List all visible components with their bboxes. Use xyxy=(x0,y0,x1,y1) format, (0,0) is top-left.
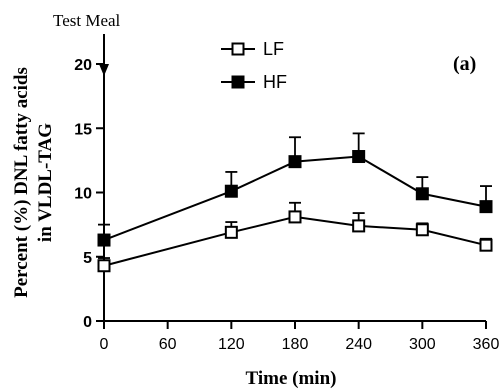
data-point xyxy=(224,184,238,198)
data-point xyxy=(415,223,429,237)
x-tick-label: 180 xyxy=(282,336,309,353)
legend-label: LF xyxy=(263,39,284,59)
data-point xyxy=(97,233,111,247)
data-point xyxy=(352,150,366,164)
data-point xyxy=(415,187,429,201)
test-meal-arrow-head xyxy=(99,64,109,76)
panel-label: (a) xyxy=(453,53,476,75)
data-point xyxy=(479,238,493,252)
x-tick-label: 240 xyxy=(345,336,372,353)
data-point xyxy=(352,219,366,233)
annotation-layer: Test Meal xyxy=(53,11,121,76)
legend-item-hf: HF xyxy=(221,72,287,92)
test-meal-annotation: Test Meal xyxy=(53,11,121,30)
x-tick-label: 60 xyxy=(159,336,177,353)
y-tick-label: 10 xyxy=(74,186,92,203)
y-tick-label: 5 xyxy=(83,250,92,267)
data-point xyxy=(288,155,302,169)
series-lf xyxy=(97,201,493,273)
y-tick-label: 0 xyxy=(83,314,92,331)
legend-marker xyxy=(231,75,245,89)
data-point xyxy=(97,259,111,273)
data-point xyxy=(288,210,302,224)
y-tick-label: 20 xyxy=(74,57,92,74)
y-axis-label-line-2: in VLDL-TAG xyxy=(35,123,56,242)
data-point xyxy=(479,200,493,214)
x-axis-label: Time (min) xyxy=(246,368,337,389)
x-tick-label: 0 xyxy=(100,336,109,353)
x-tick-label: 360 xyxy=(473,336,500,353)
series-layer xyxy=(97,132,493,273)
legend-label: HF xyxy=(263,72,287,92)
ticks: 0 5 10 15 20 0 60 120 180 240 300 360 xyxy=(74,57,499,353)
series-line-lf xyxy=(103,215,487,267)
x-tick-label: 120 xyxy=(218,336,245,353)
y-axis-label: Percent (%) DNL fatty acids in VLDL-TAG xyxy=(11,67,56,298)
legend: LF HF xyxy=(221,39,287,92)
y-axis-label-line-1: Percent (%) DNL fatty acids xyxy=(11,67,32,298)
y-tick-label: 15 xyxy=(74,121,92,138)
x-tick-label: 300 xyxy=(409,336,436,353)
series-hf xyxy=(97,132,493,247)
series-line-hf xyxy=(103,155,487,241)
legend-item-lf: LF xyxy=(221,39,284,59)
legend-marker xyxy=(231,42,245,56)
data-point xyxy=(224,225,238,239)
